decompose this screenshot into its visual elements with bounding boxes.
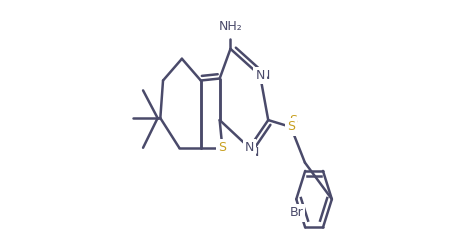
- Text: S: S: [287, 120, 295, 134]
- Text: N: N: [250, 146, 260, 159]
- Text: S: S: [289, 114, 297, 127]
- Text: N: N: [261, 69, 270, 82]
- Text: NH₂: NH₂: [219, 20, 243, 33]
- Text: Br: Br: [289, 206, 303, 219]
- Text: S: S: [219, 141, 226, 154]
- Text: Br: Br: [289, 206, 303, 219]
- Text: N: N: [255, 69, 265, 82]
- Text: NH₂: NH₂: [219, 20, 243, 33]
- Text: N: N: [245, 141, 254, 154]
- Text: S: S: [219, 146, 226, 159]
